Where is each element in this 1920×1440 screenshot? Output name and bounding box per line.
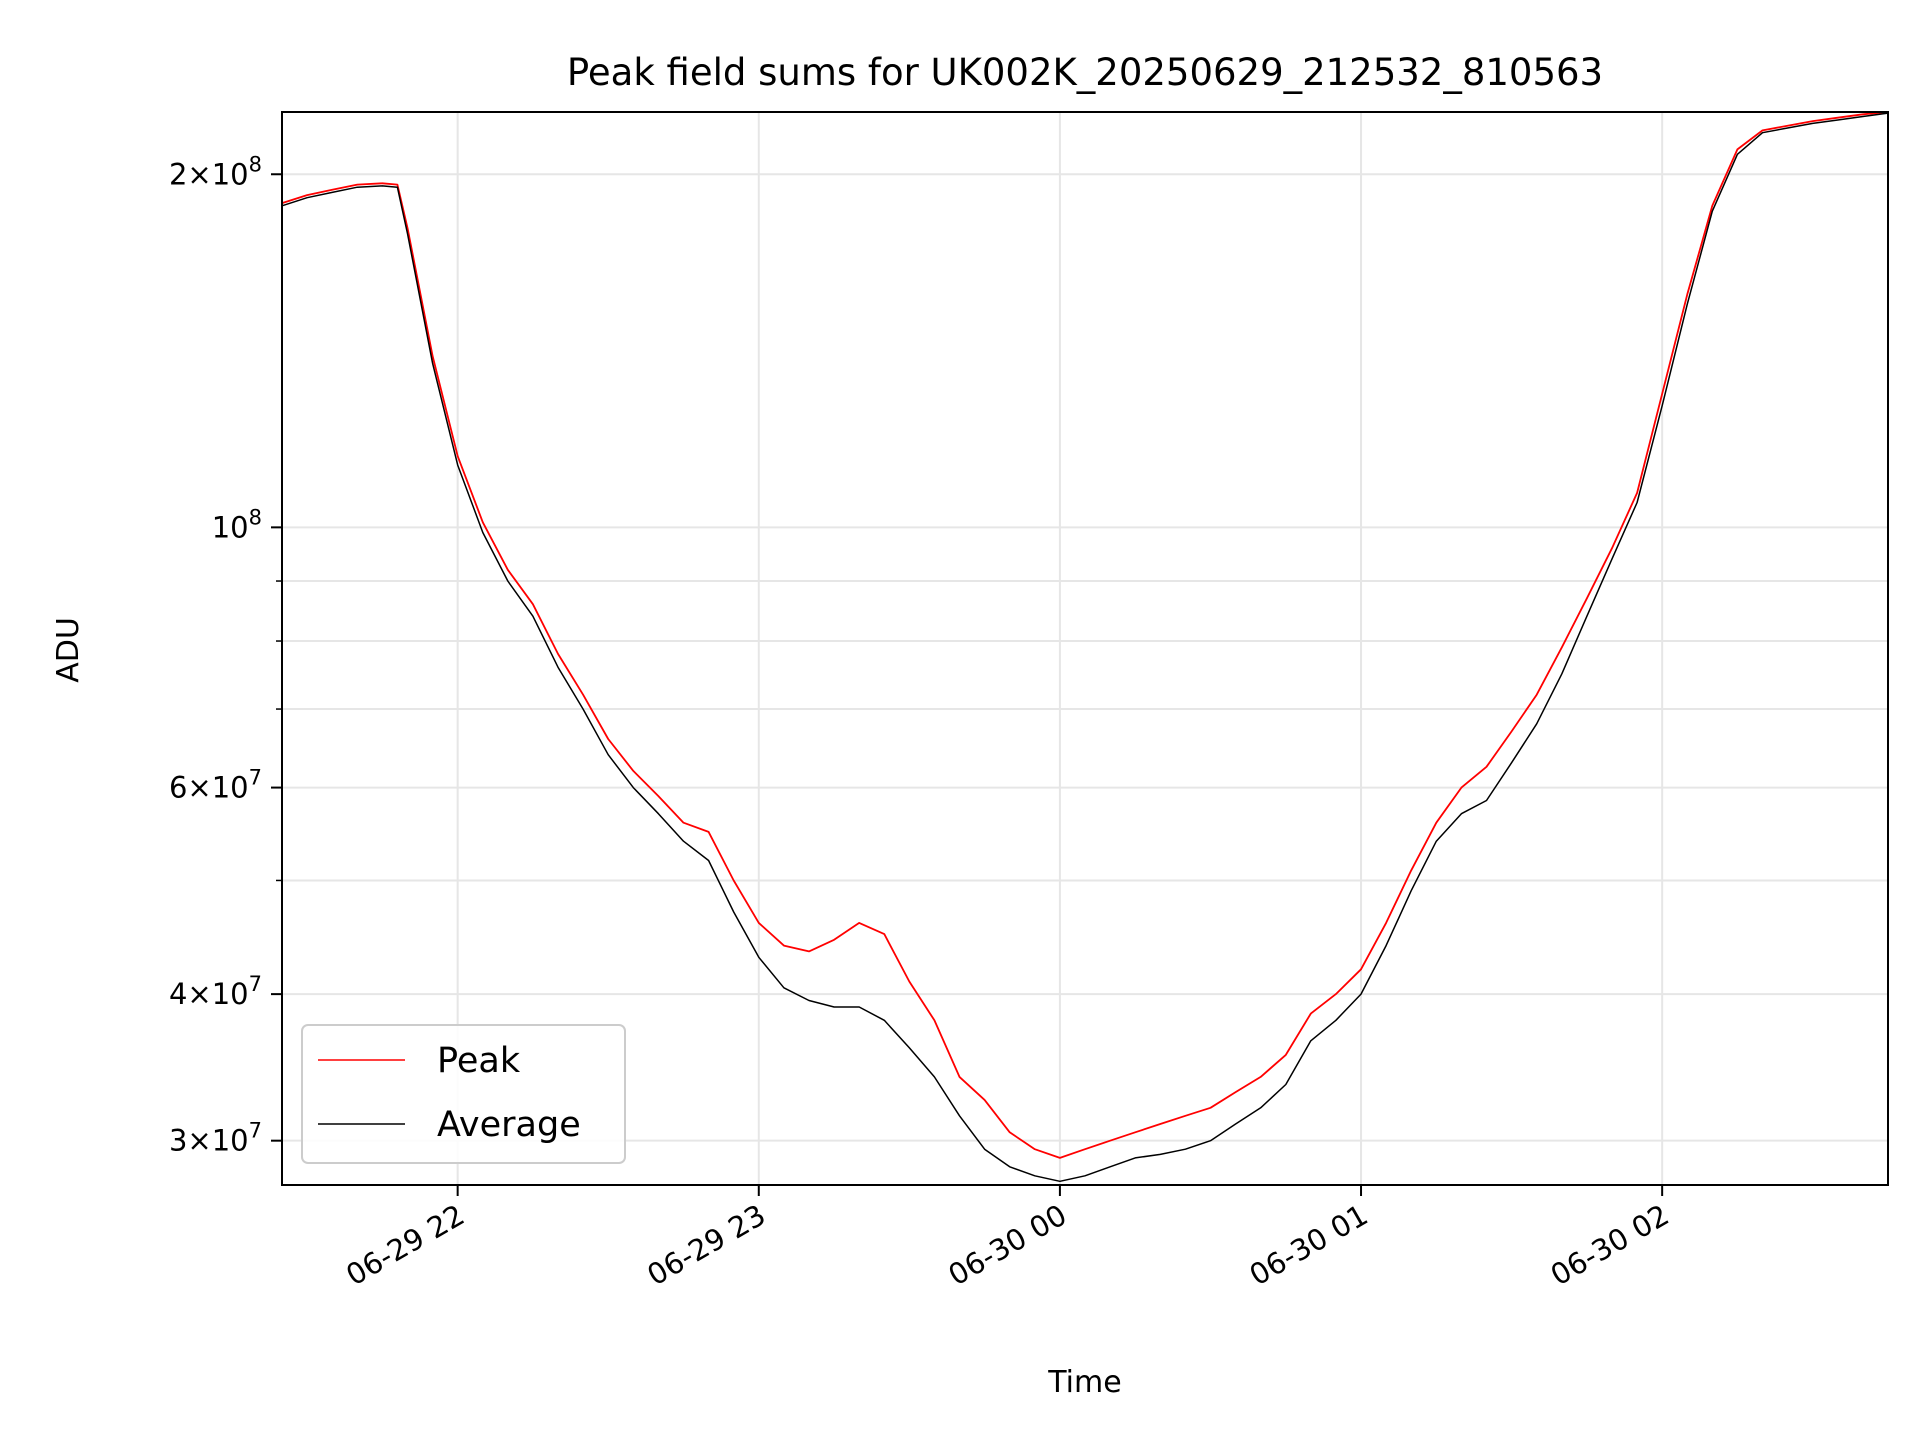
y-tick-label: 4×107 xyxy=(169,972,262,1011)
y-tick-base: 4 xyxy=(169,977,187,1011)
y-tick-base: 2 xyxy=(169,157,187,191)
y-axis-title: ADU xyxy=(51,617,86,683)
legend-label-peak: Peak xyxy=(437,1041,521,1081)
y-tick-exponent: 8 xyxy=(249,152,262,176)
x-axis-title: Time xyxy=(1047,1365,1121,1400)
y-tick-exponent: 7 xyxy=(249,972,262,996)
y-tick-base: 6 xyxy=(169,771,187,805)
y-tick-exponent: 8 xyxy=(249,505,262,529)
plot-frame xyxy=(281,111,1889,1186)
series-line-peak xyxy=(281,111,1889,1159)
y-tick-label: 108 xyxy=(212,505,262,544)
y-tick-ten: 10 xyxy=(212,510,249,544)
y-tick-times: ×10 xyxy=(187,771,248,805)
y-tick-times: ×10 xyxy=(187,157,248,191)
y-tick-exponent: 7 xyxy=(249,766,262,790)
y-tick-exponent: 7 xyxy=(249,1119,262,1143)
y-tick-base: 3 xyxy=(169,1124,187,1158)
series-line-average xyxy=(281,112,1889,1183)
y-tick-label: 6×107 xyxy=(169,766,262,805)
y-tick-times: ×10 xyxy=(187,1124,248,1158)
y-tick-label: 2×108 xyxy=(169,152,262,191)
legend: Peak Average xyxy=(301,1024,626,1164)
chart-title: Peak field sums for UK002K_20250629_2125… xyxy=(567,51,1603,94)
series-lines xyxy=(281,111,1889,1183)
y-tick-label: 3×107 xyxy=(169,1119,262,1158)
y-tick-times: ×10 xyxy=(187,977,248,1011)
grid-lines xyxy=(282,112,1888,1185)
legend-label-average: Average xyxy=(437,1105,581,1145)
